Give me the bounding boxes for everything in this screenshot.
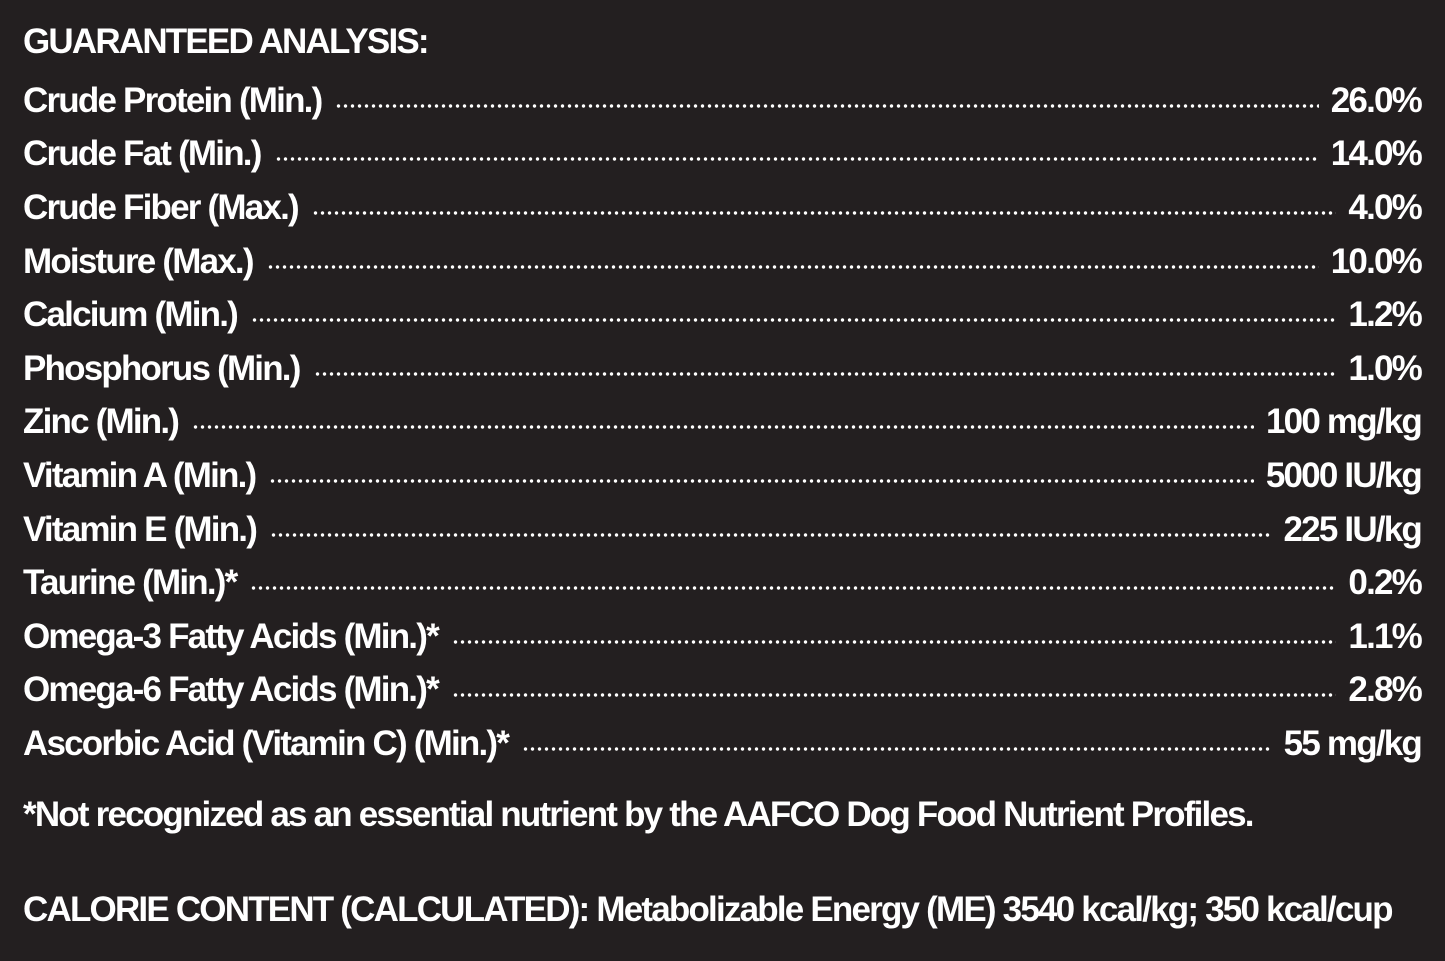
nutrient-value: 225 IU/kg bbox=[1283, 509, 1423, 549]
dot-leader bbox=[270, 531, 1272, 538]
nutrient-label: Moisture (Max.) bbox=[23, 241, 255, 281]
analysis-row: Omega-3 Fatty Acids (Min.)* 1.1% bbox=[23, 610, 1423, 664]
dot-leader bbox=[335, 102, 1319, 109]
analysis-row: Omega-6 Fatty Acids (Min.)* 2.8% bbox=[23, 664, 1423, 718]
nutrient-value: 5000 IU/kg bbox=[1265, 455, 1423, 495]
nutrient-value: 10.0% bbox=[1330, 241, 1423, 281]
nutrient-label: Crude Fat (Min.) bbox=[23, 134, 262, 174]
nutrient-label: Vitamin E (Min.) bbox=[23, 509, 258, 549]
analysis-row: Ascorbic Acid (Vitamin C) (Min.)* 55 mg/k… bbox=[23, 717, 1423, 771]
analysis-row: Taurine (Min.)* 0.2% bbox=[23, 556, 1423, 610]
title: GUARANTEED ANALYSIS: bbox=[23, 22, 430, 61]
nutrient-value: 1.2% bbox=[1348, 295, 1422, 335]
nutrient-label: Crude Fiber (Max.) bbox=[23, 187, 300, 227]
analysis-row: Crude Fat (Min.) 14.0% bbox=[23, 128, 1423, 182]
nutrient-value: 2.8% bbox=[1348, 670, 1422, 710]
dot-leader bbox=[250, 585, 1337, 592]
analysis-row: Phosphorus (Min.) 1.0% bbox=[23, 342, 1423, 396]
dot-leader bbox=[313, 370, 1337, 377]
calorie-content: CALORIE CONTENT (CALCULATED): Metaboliza… bbox=[23, 890, 1394, 929]
nutrient-value: 100 mg/kg bbox=[1266, 402, 1423, 442]
analysis-rows: Crude Protein (Min.) 26.0% Crude Fat (Min.… bbox=[23, 74, 1423, 771]
nutrient-value: 26.0% bbox=[1330, 80, 1423, 120]
dot-leader bbox=[269, 477, 1254, 484]
nutrient-value: 4.0% bbox=[1348, 187, 1422, 227]
nutrient-value: 14.0% bbox=[1330, 134, 1423, 174]
nutrient-label: Vitamin A (Min.) bbox=[23, 455, 257, 495]
nutrient-label: Omega-3 Fatty Acids (Min.)* bbox=[23, 616, 440, 656]
analysis-row: Zinc (Min.) 100 mg/kg bbox=[23, 396, 1423, 450]
analysis-row: Vitamin A (Min.) 5000 IU/kg bbox=[23, 449, 1423, 503]
dot-leader bbox=[274, 156, 1319, 163]
dot-leader bbox=[451, 638, 1337, 645]
nutrient-label: Omega-6 Fatty Acids (Min.)* bbox=[23, 670, 440, 710]
nutrient-value: 55 mg/kg bbox=[1283, 723, 1423, 763]
nutrient-label: Calcium (Min.) bbox=[23, 295, 239, 335]
nutrient-value: 0.2% bbox=[1348, 563, 1422, 603]
dot-leader bbox=[266, 263, 1319, 270]
dot-leader bbox=[451, 692, 1337, 699]
analysis-row: Crude Protein (Min.) 26.0% bbox=[23, 74, 1423, 128]
nutrient-label: Phosphorus (Min.) bbox=[23, 348, 301, 388]
analysis-row: Calcium (Min.) 1.2% bbox=[23, 288, 1423, 342]
dot-leader bbox=[192, 424, 1254, 431]
nutrient-label: Taurine (Min.)* bbox=[23, 563, 238, 603]
dot-leader bbox=[311, 209, 1337, 216]
footnote: *Not recognized as an essential nutrient… bbox=[23, 795, 1255, 834]
dot-leader bbox=[250, 317, 1337, 324]
nutrient-value: 1.0% bbox=[1348, 348, 1422, 388]
analysis-row: Crude Fiber (Max.) 4.0% bbox=[23, 181, 1423, 235]
dot-leader bbox=[522, 745, 1272, 752]
analysis-row: Vitamin E (Min.) 225 IU/kg bbox=[23, 503, 1423, 557]
nutrient-label: Crude Protein (Min.) bbox=[23, 80, 323, 120]
nutrient-value: 1.1% bbox=[1348, 616, 1422, 656]
nutrient-label: Zinc (Min.) bbox=[23, 402, 180, 442]
nutrient-label: Ascorbic Acid (Vitamin C) (Min.)* bbox=[23, 723, 510, 763]
analysis-row: Moisture (Max.) 10.0% bbox=[23, 235, 1423, 289]
